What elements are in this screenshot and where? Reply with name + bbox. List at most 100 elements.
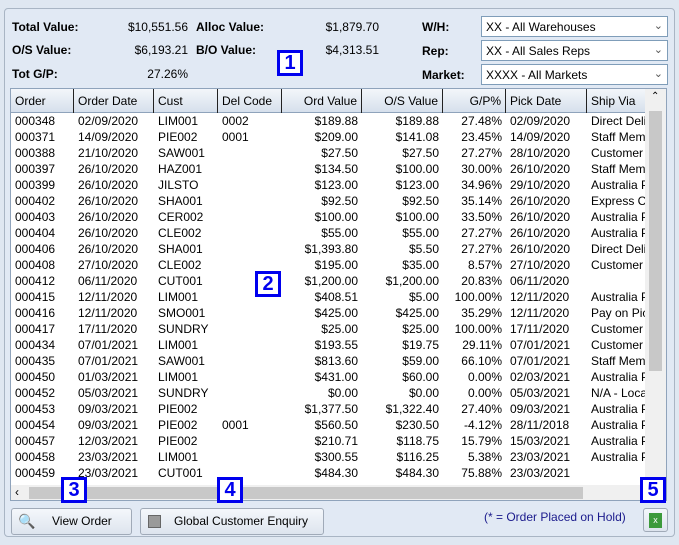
table-cell: 000403 <box>15 210 56 224</box>
table-cell: $1,393.80 <box>304 242 358 256</box>
hold-note: (* = Order Placed on Hold) <box>484 510 626 524</box>
table-cell: 28/10/2020 <box>510 146 571 160</box>
export-excel-button[interactable]: x <box>643 508 668 532</box>
table-row[interactable]: 000397 26/10/2020 HAZ001 $134.50 $100.00 30.0… <box>11 161 645 177</box>
table-cell: 26/10/2020 <box>78 194 139 208</box>
table-cell: 27/10/2020 <box>78 258 139 272</box>
table-cell: 06/11/2020 <box>78 274 138 288</box>
column-header[interactable]: Ord Value <box>282 89 362 113</box>
table-cell: Express Courier <box>591 194 645 208</box>
scroll-left-icon[interactable]: ‹ <box>15 485 19 499</box>
scroll-up-icon[interactable]: ⌃ <box>651 91 660 102</box>
horizontal-scroll-thumb[interactable] <box>29 487 583 499</box>
rep-select-value: XX - All Sales Reps <box>486 44 591 58</box>
column-header[interactable]: G/P% <box>443 89 506 113</box>
table-row[interactable]: 000406 26/10/2020 SHA001 $1,393.80 $5.50 27.2… <box>11 241 645 257</box>
column-header[interactable]: Order Date <box>74 89 154 113</box>
table-cell: 000450 <box>15 370 56 384</box>
view-order-button[interactable]: 🔍 View Order <box>11 508 132 535</box>
table-cell: 06/11/2020 <box>510 274 570 288</box>
table-cell: Australia Post <box>591 402 645 416</box>
table-cell: 26/10/2020 <box>510 210 571 224</box>
table-row[interactable]: 000454 09/03/2021 PIE002 0001 $560.50 $230.50… <box>11 417 645 433</box>
table-row[interactable]: 000403 26/10/2020 CER002 $100.00 $100.00 33.5… <box>11 209 645 225</box>
table-row[interactable]: 000371 14/09/2020 PIE002 0001 $209.00 $141.08… <box>11 129 645 145</box>
table-row[interactable]: 000452 05/03/2021 SUNDRY $0.00 $0.00 0.00% 05/… <box>11 385 645 401</box>
table-cell: 34.96% <box>461 178 502 192</box>
table-cell: Australia Post <box>591 226 645 240</box>
cabinet-icon <box>148 515 161 528</box>
table-cell: 05/03/2021 <box>510 386 571 400</box>
column-header[interactable]: Pick Date <box>506 89 587 113</box>
vertical-scroll-thumb[interactable] <box>649 111 662 371</box>
table-cell <box>218 401 282 417</box>
table-cell: 23/03/2021 <box>78 466 139 480</box>
table-row[interactable]: 000417 17/11/2020 SUNDRY $25.00 $25.00 100.00… <box>11 321 645 337</box>
table-cell: Australia Post <box>591 450 645 464</box>
table-row[interactable]: 000348 02/09/2020 LIM001 0002 $189.88 $189.88… <box>11 113 645 129</box>
column-header[interactable]: Del Code <box>218 89 282 113</box>
column-header[interactable]: Cust <box>154 89 218 113</box>
table-row[interactable]: 000404 26/10/2020 CLE002 $55.00 $55.00 27.27%… <box>11 225 645 241</box>
rep-label: Rep: <box>422 44 449 58</box>
table-cell: 27.40% <box>461 402 502 416</box>
table-row[interactable]: 000453 09/03/2021 PIE002 $1,377.50 $1,322.40… <box>11 401 645 417</box>
table-row[interactable]: 000408 27/10/2020 CLE002 $195.00 $35.00 8.57%… <box>11 257 645 273</box>
table-cell: Staff Member <box>591 162 645 176</box>
table-cell <box>587 273 645 289</box>
warehouse-select[interactable]: XX - All Warehouses ⌄ <box>481 16 668 37</box>
table-cell: 000459 <box>15 466 56 480</box>
table-row[interactable]: 000399 26/10/2020 JILSTO $123.00 $123.00 34.9… <box>11 177 645 193</box>
table-row[interactable]: 000457 12/03/2021 PIE002 $210.71 $118.75 15.7… <box>11 433 645 449</box>
table-cell: 000348 <box>15 114 56 128</box>
os-value: $6,193.21 <box>134 43 188 57</box>
column-header[interactable]: O/S Value <box>362 89 443 113</box>
table-row[interactable]: 000416 12/11/2020 SMO001 $425.00 $425.00 35.2… <box>11 305 645 321</box>
bo-value: $4,313.51 <box>325 43 379 57</box>
table-cell: 000416 <box>15 306 56 320</box>
table-cell: 09/03/2021 <box>510 402 571 416</box>
chevron-down-icon: ⌄ <box>653 20 663 32</box>
table-cell: SHA001 <box>158 242 203 256</box>
wh-label: W/H: <box>422 20 450 34</box>
table-row[interactable]: 000415 12/11/2020 LIM001 $408.51 $5.00 100.00… <box>11 289 645 305</box>
table-cell: 14/09/2020 <box>510 130 571 144</box>
table-cell: 000388 <box>15 146 56 160</box>
table-row[interactable]: 000434 07/01/2021 LIM001 $193.55 $19.75 29.11… <box>11 337 645 353</box>
table-cell: 000458 <box>15 450 56 464</box>
table-cell: $25.00 <box>321 322 358 336</box>
table-row[interactable]: 000459 23/03/2021 CUT001 $484.30 $484.30 75.8… <box>11 465 645 481</box>
table-cell: $5.00 <box>408 290 439 304</box>
table-cell: 27.27% <box>461 146 502 160</box>
table-cell <box>218 369 282 385</box>
table-cell: $100.00 <box>314 210 358 224</box>
column-header[interactable]: Ship Via <box>591 94 636 108</box>
table-row[interactable]: 000412 06/11/2020 CUT001 $1,200.00 $1,200.00… <box>11 273 645 289</box>
table-row[interactable]: 000388 21/10/2020 SAW001 $27.50 $27.50 27.27%… <box>11 145 645 161</box>
table-row[interactable]: 000435 07/01/2021 SAW001 $813.60 $59.00 66.10… <box>11 353 645 369</box>
tot-gp-value: 27.26% <box>147 67 188 81</box>
table-row[interactable]: 000402 26/10/2020 SHA001 $92.50 $92.50 35.14%… <box>11 193 645 209</box>
horizontal-scrollbar[interactable]: ‹ <box>11 485 645 500</box>
table-cell: $0.00 <box>408 386 439 400</box>
table-cell: $484.30 <box>395 466 439 480</box>
rep-select[interactable]: XX - All Sales Reps ⌄ <box>481 40 668 61</box>
table-cell: 35.29% <box>461 306 502 320</box>
table-cell: LIM001 <box>158 370 199 384</box>
table-cell: 15.79% <box>461 434 502 448</box>
global-customer-enquiry-button[interactable]: Global Customer Enquiry <box>140 508 324 535</box>
table-row[interactable]: 000458 23/03/2021 LIM001 $300.55 $116.25 5.38… <box>11 449 645 465</box>
table-cell: $230.50 <box>395 418 439 432</box>
table-cell: 29/10/2020 <box>510 178 571 192</box>
table-row[interactable]: 000450 01/03/2021 LIM001 $431.00 $60.00 0.00%… <box>11 369 645 385</box>
table-cell: 0001 <box>222 418 249 432</box>
orders-table[interactable]: Order Order Date Cust Del Code Ord Value O/S … <box>10 88 667 501</box>
market-select[interactable]: XXXX - All Markets ⌄ <box>481 64 668 85</box>
column-header[interactable]: Order <box>11 89 74 113</box>
table-cell: 100.00% <box>454 290 502 304</box>
table-cell: $60.00 <box>402 370 439 384</box>
table-cell: LIM001 <box>158 338 199 352</box>
vertical-scrollbar[interactable]: ⌃ <box>645 89 666 485</box>
table-cell: 28/11/2018 <box>510 418 570 432</box>
table-cell: 15/03/2021 <box>510 434 571 448</box>
